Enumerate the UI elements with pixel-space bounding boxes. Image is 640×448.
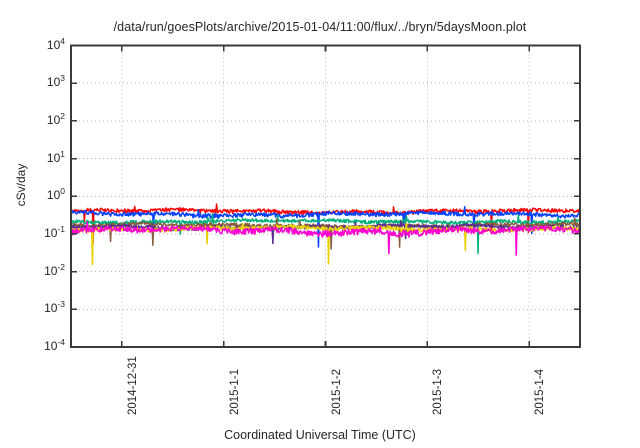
y-tick-label: 102: [19, 110, 65, 127]
y-tick-label: 10-3: [19, 299, 65, 316]
y-tick-mantissa: 10: [44, 225, 58, 240]
y-tick-exponent: 3: [60, 73, 65, 84]
x-tick-label: 2014-12-31: [126, 356, 139, 415]
x-tick-label: 2015-1-4: [534, 368, 547, 415]
trace-red: [70, 203, 581, 244]
y-axis-label: cSv/day: [14, 163, 28, 207]
y-tick-mantissa: 10: [46, 37, 61, 52]
y-tick-label: 10-4: [19, 337, 65, 353]
y-tick-mantissa: 10: [46, 112, 61, 127]
y-tick-exponent: 4: [60, 35, 65, 46]
trace-green: [70, 213, 581, 255]
trace-yellow: [70, 222, 581, 266]
y-tick-exponent: -1: [57, 223, 65, 234]
y-tick-label: 10-2: [19, 261, 65, 278]
y-tick-mantissa: 10: [44, 263, 58, 278]
y-tick-exponent: 2: [60, 110, 65, 121]
y-tick-label: 100: [19, 186, 65, 203]
y-tick-exponent: 0: [60, 186, 65, 197]
y-tick-mantissa: 10: [46, 188, 61, 203]
y-tick-mantissa: 10: [44, 301, 58, 316]
y-tick-label: 101: [19, 148, 65, 165]
data-series-layer: [70, 203, 581, 266]
grid-layer: [71, 45, 580, 347]
x-tick-label: 2015-1-1: [228, 368, 241, 415]
x-tick-label: 2015-1-2: [330, 368, 343, 415]
trace-magenta: [70, 221, 581, 256]
y-tick-label: 104: [19, 35, 65, 52]
y-tick-exponent: -4: [57, 337, 65, 347]
y-tick-mantissa: 10: [46, 150, 61, 165]
y-tick-exponent: -2: [57, 261, 65, 272]
chart-title: /data/run/goesPlots/archive/2015-01-04/1…: [113, 20, 527, 34]
tick-marks: [71, 44, 580, 348]
y-tick-exponent: -3: [57, 299, 65, 310]
y-tick-label: 10-1: [19, 223, 65, 240]
x-tick-label: 2015-1-3: [432, 368, 445, 415]
y-tick-exponent: 1: [60, 148, 65, 159]
y-tick-mantissa: 10: [46, 75, 61, 90]
x-axis-label: Coordinated Universal Time (UTC): [224, 428, 416, 442]
y-tick-mantissa: 10: [44, 339, 58, 353]
trace-blue: [70, 206, 581, 248]
y-tick-label: 103: [19, 73, 65, 90]
